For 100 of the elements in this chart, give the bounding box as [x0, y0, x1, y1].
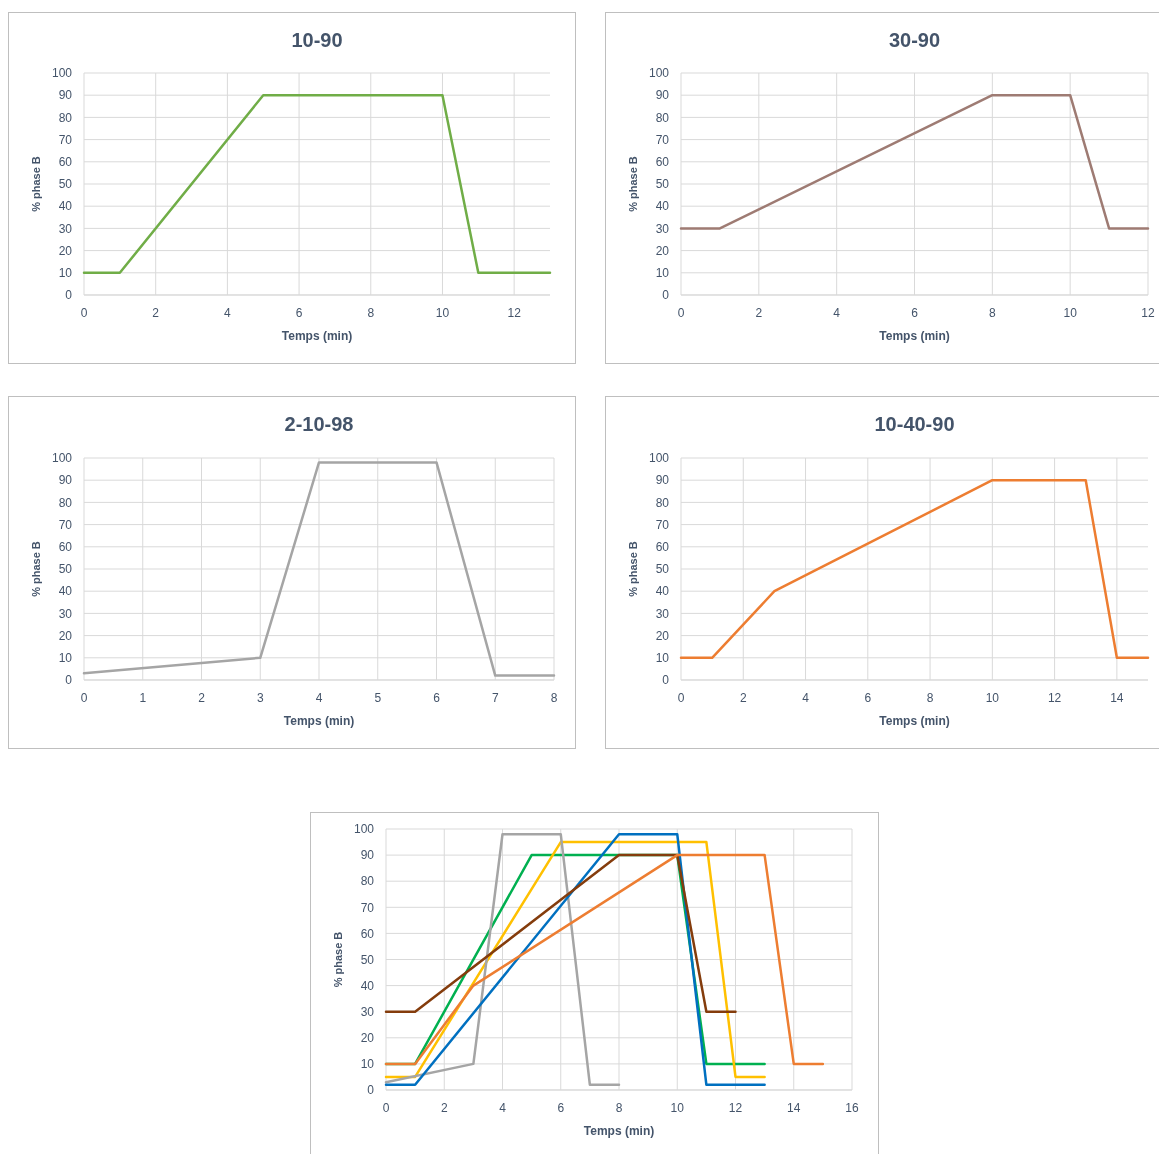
y-tick-label: 100 — [51, 451, 73, 466]
x-tick-label: 1 — [139, 691, 147, 705]
y-tick-label: 50 — [58, 562, 73, 577]
y-axis-title: % phase B — [627, 156, 639, 212]
x-tick-label: 5 — [374, 691, 382, 705]
y-tick-label: 30 — [655, 221, 670, 236]
y-tick-label: 10 — [655, 651, 670, 665]
x-tick-label: 12 — [1047, 691, 1062, 705]
chart-title: 10-40-90 — [874, 413, 955, 435]
y-tick-label: 90 — [655, 473, 670, 488]
y-tick-label: 30 — [58, 221, 73, 236]
x-tick-label: 6 — [864, 691, 872, 705]
x-tick-label: 0 — [677, 306, 685, 320]
y-tick-label: 60 — [655, 540, 670, 554]
y-tick-label: 90 — [58, 473, 73, 488]
y-tick-label: 50 — [58, 177, 73, 192]
x-axis-title: Temps (min) — [281, 329, 353, 343]
y-tick-label: 40 — [655, 199, 670, 214]
y-tick-label: 100 — [648, 66, 670, 81]
y-tick-label: 100 — [648, 451, 670, 466]
x-tick-label: 8 — [615, 1101, 623, 1115]
y-tick-label: 80 — [655, 495, 670, 510]
y-axis-title: % phase B — [30, 156, 42, 212]
y-tick-label: 0 — [65, 288, 73, 303]
y-tick-label: 30 — [58, 606, 73, 621]
y-tick-label: 20 — [655, 628, 670, 643]
y-tick-label: 40 — [58, 199, 73, 214]
x-tick-label: 12 — [507, 306, 522, 320]
y-tick-label: 90 — [58, 88, 73, 103]
y-tick-label: 60 — [58, 155, 73, 169]
y-tick-label: 10 — [655, 266, 670, 280]
y-tick-label: 50 — [360, 952, 375, 967]
x-tick-label: 8 — [988, 306, 996, 320]
y-tick-label: 40 — [360, 978, 375, 993]
y-tick-label: 60 — [58, 540, 73, 554]
x-tick-label: 4 — [499, 1101, 507, 1115]
x-tick-label: 2 — [755, 306, 763, 320]
x-tick-label: 0 — [80, 691, 88, 705]
chart-title: 30-90 — [888, 29, 941, 51]
x-axis-title: Temps (min) — [583, 1124, 655, 1138]
x-tick-label: 10 — [1063, 306, 1078, 320]
x-axis-title: Temps (min) — [283, 714, 355, 728]
y-tick-label: 80 — [58, 110, 73, 125]
y-tick-label: 30 — [655, 606, 670, 621]
x-tick-label: 4 — [833, 306, 841, 320]
y-tick-label: 20 — [655, 243, 670, 258]
y-tick-label: 0 — [662, 288, 670, 303]
y-tick-label: 0 — [662, 673, 670, 688]
y-tick-label: 50 — [655, 177, 670, 192]
x-tick-label: 14 — [1110, 691, 1124, 705]
y-tick-label: 50 — [655, 562, 670, 577]
x-tick-label: 0 — [382, 1101, 390, 1115]
y-tick-label: 20 — [58, 243, 73, 258]
y-tick-label: 0 — [65, 673, 73, 688]
x-tick-label: 16 — [845, 1101, 859, 1115]
x-tick-label: 2 — [440, 1101, 448, 1115]
x-tick-label: 10 — [985, 691, 1000, 705]
y-tick-label: 80 — [655, 110, 670, 125]
x-tick-label: 8 — [550, 691, 558, 705]
y-tick-label: 60 — [360, 926, 375, 941]
x-tick-label: 8 — [926, 691, 934, 705]
y-tick-label: 10 — [58, 651, 73, 665]
y-tick-label: 40 — [58, 584, 73, 599]
y-tick-label: 90 — [655, 88, 670, 103]
y-tick-label: 70 — [58, 132, 73, 147]
x-tick-label: 8 — [367, 306, 375, 320]
y-tick-label: 40 — [655, 584, 670, 599]
y-tick-label: 80 — [360, 874, 375, 889]
chart-title: 10-90 — [291, 29, 343, 51]
y-tick-label: 100 — [51, 66, 73, 81]
x-tick-label: 4 — [802, 691, 810, 705]
x-tick-label: 2 — [152, 306, 160, 320]
line-series — [384, 832, 621, 1087]
chart-title: 2-10-98 — [284, 413, 354, 435]
x-tick-label: 4 — [224, 306, 232, 320]
x-tick-label: 12 — [728, 1101, 743, 1115]
y-tick-label: 60 — [655, 155, 670, 169]
y-tick-label: 10 — [58, 266, 73, 280]
x-axis-title: Temps (min) — [879, 329, 950, 343]
x-tick-label: 12 — [1141, 306, 1155, 320]
y-tick-label: 70 — [58, 517, 73, 532]
y-axis-title: % phase B — [627, 541, 639, 597]
x-tick-label: 14 — [787, 1101, 801, 1115]
x-tick-label: 2 — [739, 691, 747, 705]
x-tick-label: 3 — [256, 691, 264, 705]
x-tick-label: 2 — [198, 691, 206, 705]
y-tick-label: 0 — [367, 1083, 375, 1098]
x-tick-label: 7 — [491, 691, 499, 705]
y-tick-label: 20 — [360, 1031, 375, 1045]
y-tick-label: 90 — [360, 848, 375, 863]
x-tick-label: 6 — [557, 1101, 565, 1115]
x-tick-label: 4 — [315, 691, 323, 705]
line-series — [82, 461, 556, 677]
x-axis-title: Temps (min) — [879, 714, 950, 728]
y-axis-title: % phase B — [30, 541, 42, 597]
y-tick-label: 70 — [360, 900, 375, 915]
y-tick-label: 70 — [655, 132, 670, 147]
x-tick-label: 10 — [435, 306, 450, 320]
y-axis-title: % phase B — [332, 931, 344, 988]
x-tick-label: 6 — [911, 306, 919, 320]
